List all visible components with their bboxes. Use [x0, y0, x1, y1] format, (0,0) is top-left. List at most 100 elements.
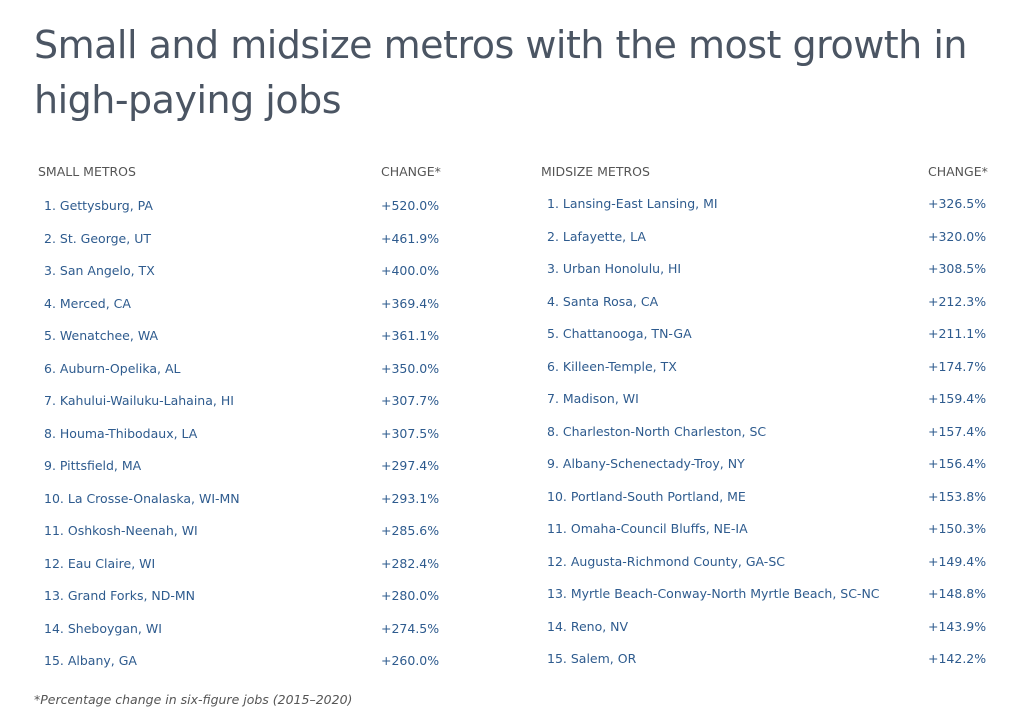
table-body: 1. Gettysburg, PA +520.0% 2. St. George, U…: [38, 198, 458, 686]
table-header: MIDSIZE METROS CHANGE*: [541, 164, 1001, 184]
change-value: +297.4%: [381, 458, 440, 473]
metro-name: 15. Salem, OR: [547, 651, 637, 666]
change-value: +148.8%: [928, 586, 987, 601]
change-value: +143.9%: [928, 618, 987, 634]
metro-name: 14. Sheboygan, WI: [44, 620, 162, 636]
page-title: Small and midsize metros with the most g…: [34, 23, 967, 122]
metro-name: 6. Killeen-Temple, TX: [547, 358, 677, 374]
table-row: 5. Wenatchee, WA +361.1%: [38, 328, 458, 361]
change-value: +174.7%: [928, 358, 987, 374]
footnote: *Percentage change in six-figure jobs (2…: [34, 692, 353, 707]
midsize-metros-table: MIDSIZE METROS CHANGE* 1. Lansing-East L…: [541, 164, 1001, 666]
table-row: 12. Augusta-Richmond County, GA-SC +149.4…: [541, 554, 1001, 587]
metro-name: 11. Omaha-Council Bluffs, NE-IA: [547, 521, 748, 536]
metro-name: 12. Augusta-Richmond County, GA-SC: [547, 553, 785, 569]
metro-name: 2. Lafayette, LA: [547, 228, 646, 244]
column-header-change: CHANGE*: [381, 164, 441, 179]
column-header-change: CHANGE*: [928, 164, 988, 179]
change-value: +282.4%: [381, 555, 440, 571]
table-row: 11. Omaha-Council Bluffs, NE-IA +150.3%: [541, 521, 1001, 554]
change-value: +308.5%: [928, 261, 987, 276]
table-row: 2. Lafayette, LA +320.0%: [541, 229, 1001, 262]
change-value: +211.1%: [928, 326, 987, 341]
change-value: +159.4%: [928, 391, 987, 406]
table-row: 15. Albany, GA +260.0%: [38, 653, 458, 686]
metro-name: 10. Portland-South Portland, ME: [547, 488, 746, 504]
change-value: +293.1%: [381, 490, 440, 506]
change-value: +142.2%: [928, 651, 987, 666]
change-value: +212.3%: [928, 293, 987, 309]
change-value: +150.3%: [928, 521, 987, 536]
table-row: 6. Killeen-Temple, TX +174.7%: [541, 359, 1001, 392]
table-body: 1. Lansing-East Lansing, MI +326.5% 2. Laf…: [541, 196, 1001, 684]
change-value: +326.5%: [928, 196, 987, 211]
table-row: 7. Madison, WI +159.4%: [541, 391, 1001, 424]
table-row: 12. Eau Claire, WI +282.4%: [38, 556, 458, 589]
change-value: +350.0%: [381, 360, 440, 376]
metro-name: 5. Chattanooga, TN-GA: [547, 326, 692, 341]
table-row: 13. Myrtle Beach-Conway-North Myrtle Bea…: [541, 586, 1001, 619]
metro-name: 8. Charleston-North Charleston, SC: [547, 423, 767, 439]
table-row: 10. Portland-South Portland, ME +153.8%: [541, 489, 1001, 522]
change-value: +274.5%: [381, 620, 440, 636]
change-value: +320.0%: [928, 228, 987, 244]
metro-name: 7. Madison, WI: [547, 391, 639, 406]
change-value: +285.6%: [381, 523, 440, 538]
change-value: +260.0%: [381, 653, 440, 668]
table-row: 5. Chattanooga, TN-GA +211.1%: [541, 326, 1001, 359]
table-row: 4. Merced, CA +369.4%: [38, 296, 458, 329]
change-value: +280.0%: [381, 588, 440, 603]
change-value: +156.4%: [928, 456, 987, 471]
table-header: SMALL METROS CHANGE*: [38, 164, 458, 184]
table-row: 7. Kahului-Wailuku-Lahaina, HI +307.7%: [38, 393, 458, 426]
table-row: 13. Grand Forks, ND-MN +280.0%: [38, 588, 458, 621]
metro-name: 9. Pittsfield, MA: [44, 458, 142, 473]
metro-name: 2. St. George, UT: [44, 230, 151, 246]
change-value: +461.9%: [381, 230, 440, 246]
table-row: 14. Reno, NV +143.9%: [541, 619, 1001, 652]
metro-name: 8. Houma-Thibodaux, LA: [44, 425, 198, 441]
small-metros-table: SMALL METROS CHANGE* 1. Gettysburg, PA +5…: [38, 164, 458, 668]
table-row: 8. Houma-Thibodaux, LA +307.5%: [38, 426, 458, 459]
change-value: +361.1%: [381, 328, 440, 343]
metro-name: 7. Kahului-Wailuku-Lahaina, HI: [44, 393, 234, 408]
table-row: 11. Oshkosh-Neenah, WI +285.6%: [38, 523, 458, 556]
metro-name: 9. Albany-Schenectady-Troy, NY: [547, 456, 745, 471]
change-value: +149.4%: [928, 553, 987, 569]
metro-name: 3. San Angelo, TX: [44, 263, 155, 278]
metro-name: 15. Albany, GA: [44, 653, 137, 668]
change-value: +369.4%: [381, 295, 440, 311]
table-row: 3. Urban Honolulu, HI +308.5%: [541, 261, 1001, 294]
metro-name: 10. La Crosse-Onalaska, WI-MN: [44, 490, 240, 506]
change-value: +307.5%: [381, 425, 440, 441]
metro-name: 11. Oshkosh-Neenah, WI: [44, 523, 198, 538]
metro-name: 5. Wenatchee, WA: [44, 328, 159, 343]
column-header-metro: SMALL METROS: [38, 164, 136, 179]
table-row: 14. Sheboygan, WI +274.5%: [38, 621, 458, 654]
column-header-metro: MIDSIZE METROS: [541, 164, 650, 179]
change-value: +153.8%: [928, 488, 987, 504]
metro-name: 4. Santa Rosa, CA: [547, 293, 659, 309]
metro-name: 3. Urban Honolulu, HI: [547, 261, 682, 276]
change-value: +157.4%: [928, 423, 987, 439]
table-row: 9. Albany-Schenectady-Troy, NY +156.4%: [541, 456, 1001, 489]
table-row: 6. Auburn-Opelika, AL +350.0%: [38, 361, 458, 394]
metro-name: 1. Gettysburg, PA: [44, 198, 153, 213]
table-row: 8. Charleston-North Charleston, SC +157.4…: [541, 424, 1001, 457]
metro-name: 12. Eau Claire, WI: [44, 555, 156, 571]
table-row: 4. Santa Rosa, CA +212.3%: [541, 294, 1001, 327]
metro-name: 13. Grand Forks, ND-MN: [44, 588, 196, 603]
table-row: 1. Lansing-East Lansing, MI +326.5%: [541, 196, 1001, 229]
change-value: +520.0%: [381, 198, 440, 213]
table-row: 9. Pittsfield, MA +297.4%: [38, 458, 458, 491]
metro-name: 6. Auburn-Opelika, AL: [44, 360, 181, 376]
table-row: 15. Salem, OR +142.2%: [541, 651, 1001, 684]
metro-name: 14. Reno, NV: [547, 618, 629, 634]
change-value: +307.7%: [381, 393, 440, 408]
metro-name: 1. Lansing-East Lansing, MI: [547, 196, 718, 211]
table-row: 3. San Angelo, TX +400.0%: [38, 263, 458, 296]
table-row: 2. St. George, UT +461.9%: [38, 231, 458, 264]
table-row: 1. Gettysburg, PA +520.0%: [38, 198, 458, 231]
table-row: 10. La Crosse-Onalaska, WI-MN +293.1%: [38, 491, 458, 524]
metro-name: 4. Merced, CA: [44, 295, 131, 311]
